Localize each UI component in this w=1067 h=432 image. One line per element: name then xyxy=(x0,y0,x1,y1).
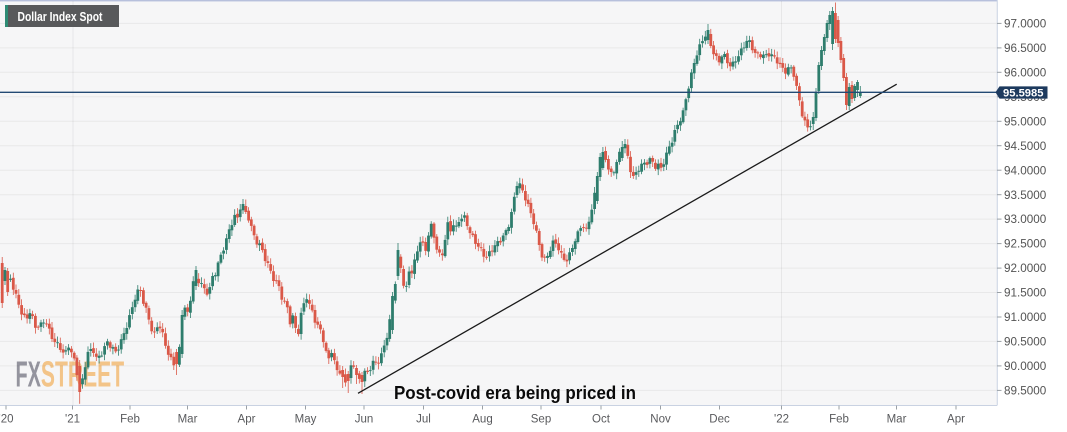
svg-text:'22: '22 xyxy=(774,414,789,426)
svg-text:Sep: Sep xyxy=(531,414,551,426)
svg-text:96.0000: 96.0000 xyxy=(1004,66,1047,79)
svg-text:93.0000: 93.0000 xyxy=(1004,213,1047,226)
svg-text:'20: '20 xyxy=(0,414,14,426)
svg-text:90.5000: 90.5000 xyxy=(1004,336,1047,349)
svg-text:Oct: Oct xyxy=(592,414,611,426)
svg-text:92.5000: 92.5000 xyxy=(1004,238,1047,251)
svg-text:89.5000: 89.5000 xyxy=(1004,385,1047,398)
svg-text:'21: '21 xyxy=(65,414,80,426)
svg-text:Aug: Aug xyxy=(472,414,492,426)
svg-text:92.0000: 92.0000 xyxy=(1004,262,1047,275)
svg-text:Jun: Jun xyxy=(355,414,374,426)
svg-text:Mar: Mar xyxy=(178,414,198,426)
svg-text:97.0000: 97.0000 xyxy=(1004,18,1047,31)
svg-text:Nov: Nov xyxy=(650,414,671,426)
svg-text:90.0000: 90.0000 xyxy=(1004,360,1047,373)
svg-text:Dec: Dec xyxy=(709,414,730,426)
svg-text:96.5000: 96.5000 xyxy=(1004,42,1047,55)
svg-text:91.0000: 91.0000 xyxy=(1004,311,1047,324)
svg-text:Feb: Feb xyxy=(120,414,140,426)
svg-text:94.0000: 94.0000 xyxy=(1004,164,1047,177)
svg-text:93.5000: 93.5000 xyxy=(1004,189,1047,202)
svg-text:95.0000: 95.0000 xyxy=(1004,115,1047,128)
svg-text:May: May xyxy=(295,414,317,426)
svg-text:Feb: Feb xyxy=(829,414,849,426)
svg-text:Dollar Index Spot: Dollar Index Spot xyxy=(18,10,104,24)
svg-text:Post-covid era being priced in: Post-covid era being priced in xyxy=(394,383,636,403)
svg-text:Mar: Mar xyxy=(887,414,907,426)
svg-text:94.5000: 94.5000 xyxy=(1004,140,1047,153)
svg-text:Jul: Jul xyxy=(416,414,431,426)
svg-text:Apr: Apr xyxy=(238,414,256,426)
svg-text:91.5000: 91.5000 xyxy=(1004,287,1047,300)
svg-text:95.5985: 95.5985 xyxy=(1003,88,1044,100)
svg-text:FX: FX xyxy=(16,353,41,394)
svg-text:Apr: Apr xyxy=(947,414,965,426)
